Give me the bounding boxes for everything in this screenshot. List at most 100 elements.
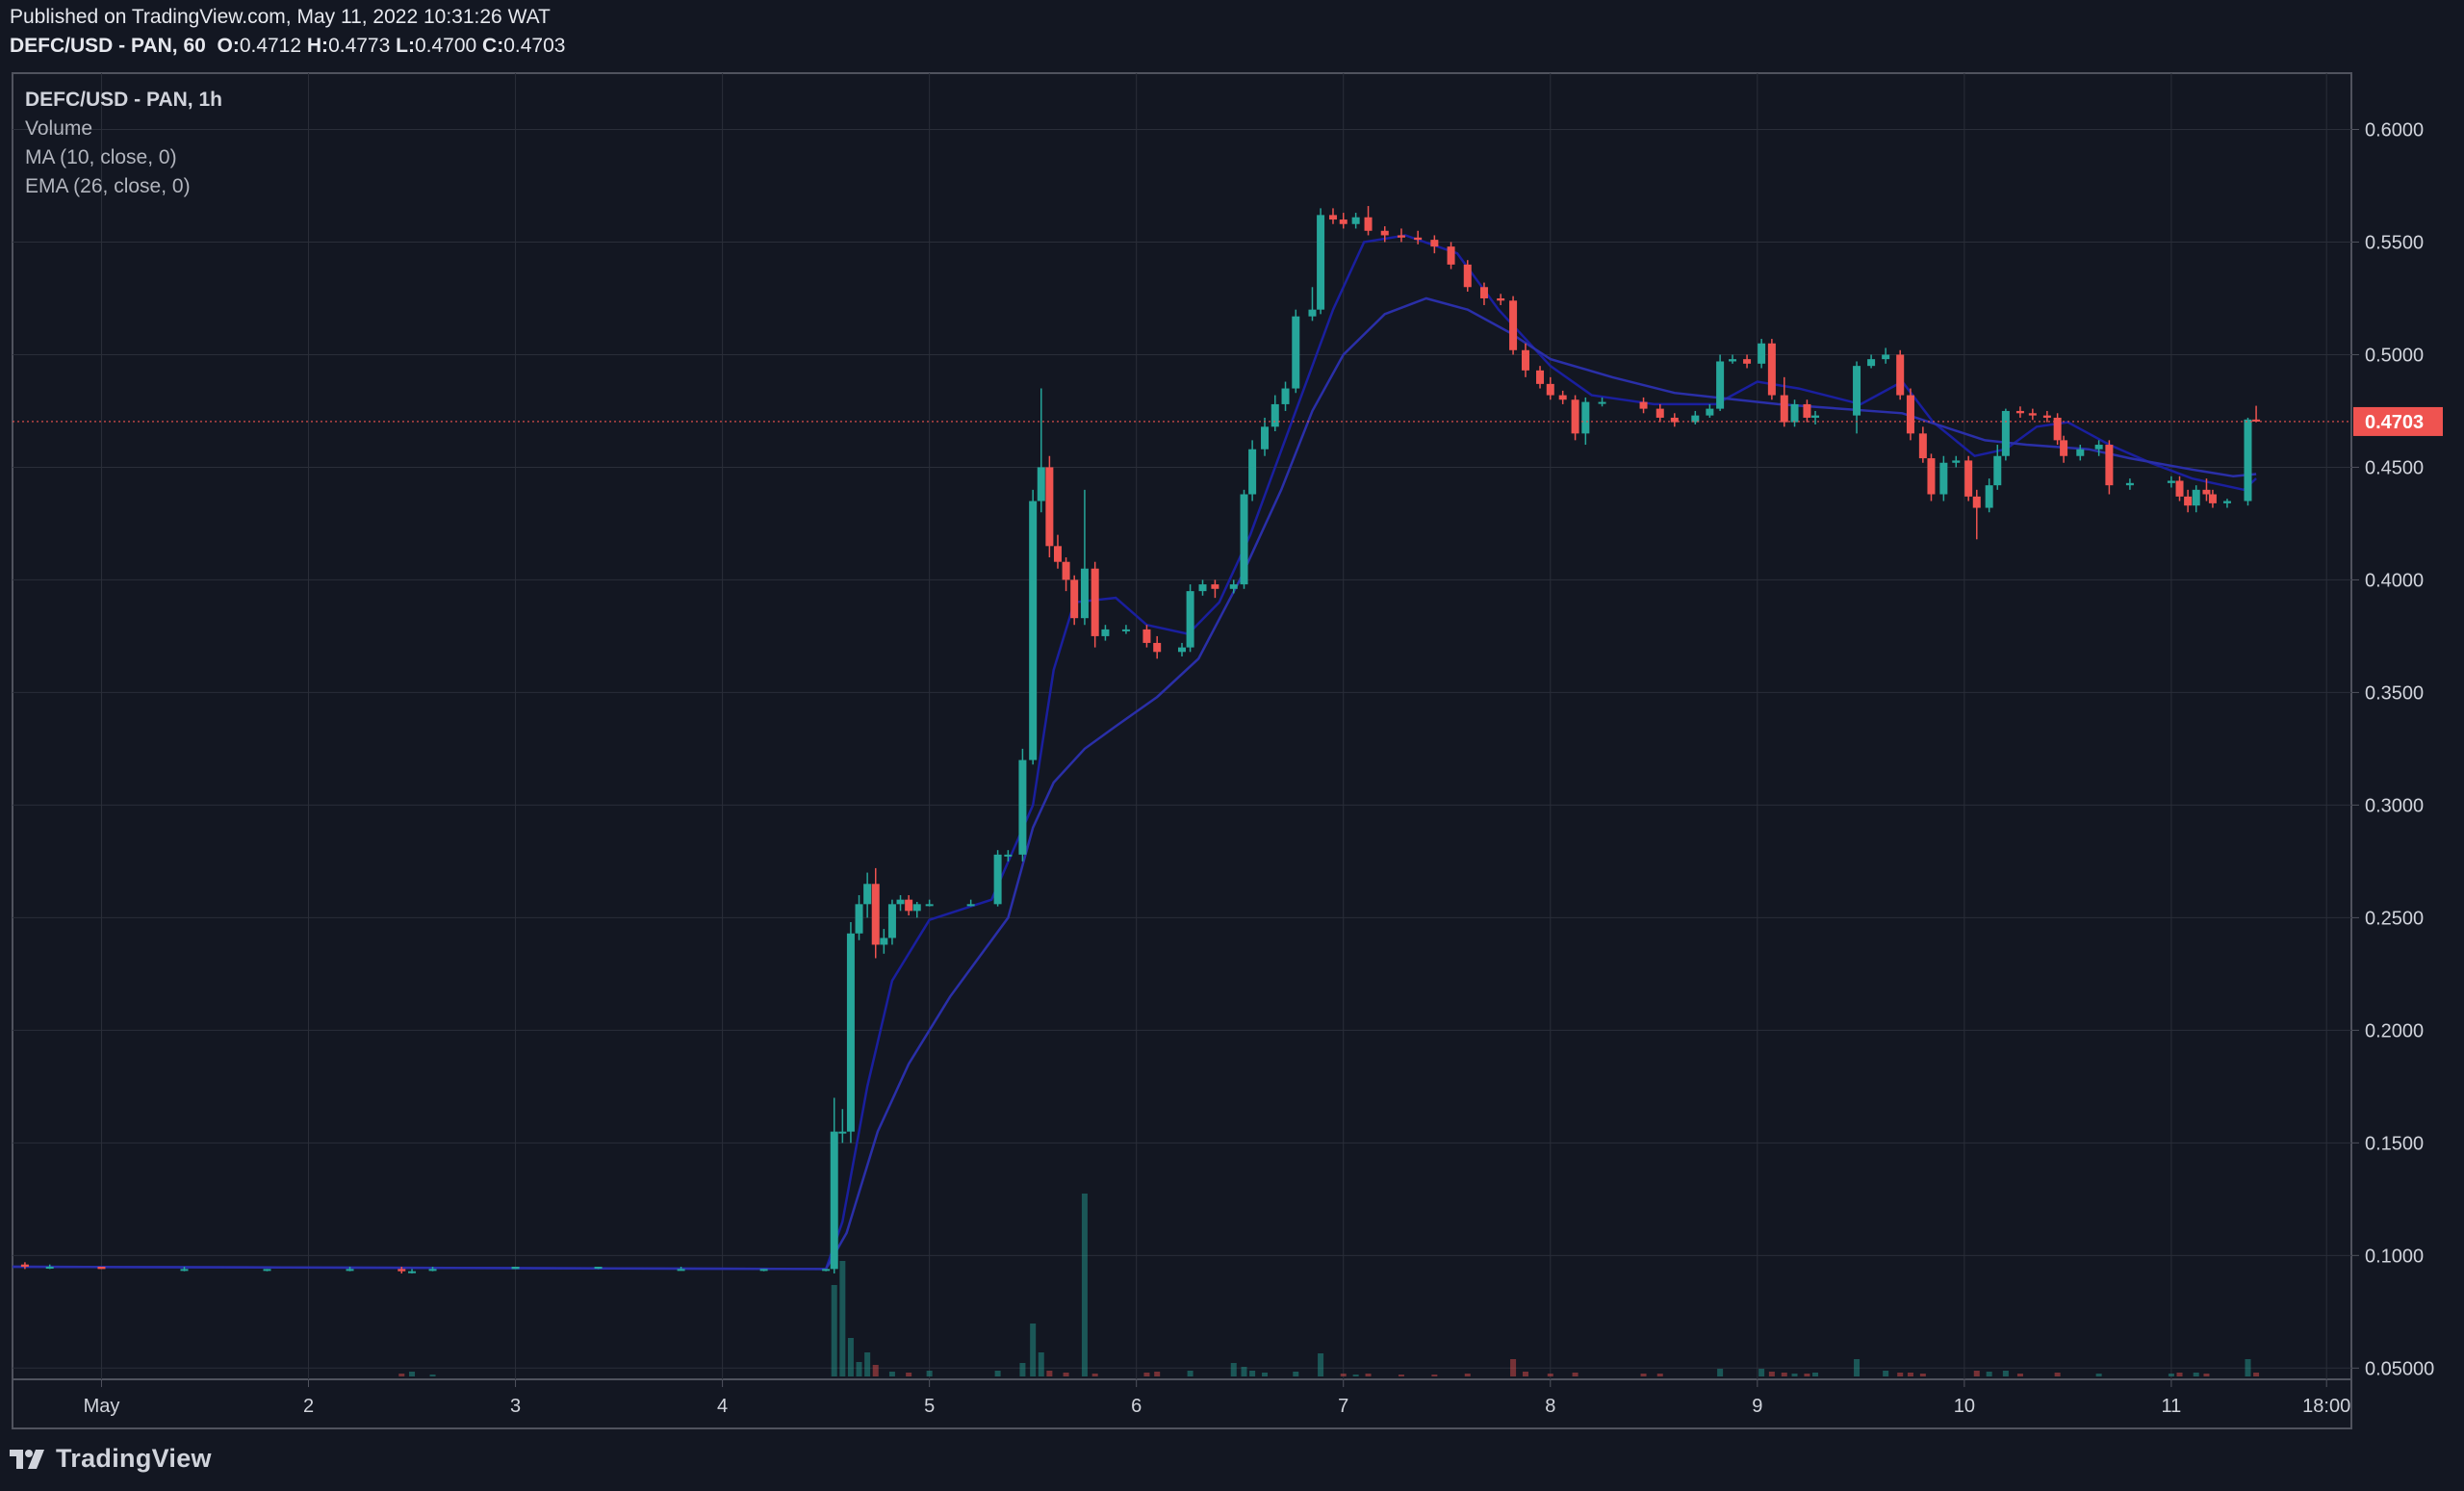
time-tick-label: 9: [1752, 1396, 1762, 1417]
time-tick-label: 11: [2162, 1396, 2182, 1417]
candle-body: [45, 1267, 54, 1270]
time-tick-label: 6: [1131, 1396, 1142, 1417]
candle-body: [2202, 489, 2211, 495]
price-tick-label: 0.4500: [2365, 457, 2424, 478]
candle-body: [1767, 343, 1776, 396]
candle-body: [1240, 494, 1248, 585]
volume-bar: [1365, 1374, 1372, 1376]
candle-body: [1521, 349, 1529, 371]
price-tick-label: 0.4000: [2365, 570, 2424, 591]
candle-body: [2192, 489, 2200, 506]
volume-bar: [2245, 1359, 2251, 1376]
volume-bar: [1919, 1374, 1926, 1376]
volume-bar: [1340, 1374, 1347, 1376]
legend-ma[interactable]: MA (10, close, 0): [25, 146, 177, 168]
price-tick-label: 0.2500: [2365, 908, 2424, 929]
candle-body: [2208, 494, 2217, 503]
candle-body: [1882, 354, 1890, 360]
candle-body: [1045, 467, 1054, 547]
candle-body: [1670, 417, 1679, 423]
candle-body: [1927, 458, 1936, 495]
tradingview-logo[interactable]: TradingView: [10, 1444, 212, 1474]
volume-bar: [1230, 1363, 1237, 1376]
candle-body: [1380, 230, 1389, 236]
candle-body: [993, 854, 1002, 905]
candle-body: [966, 904, 975, 907]
volume-bar: [1883, 1371, 1889, 1376]
legend-volume[interactable]: Volume: [25, 117, 93, 140]
high-label: H:: [306, 35, 329, 57]
time-tick-label: 4: [717, 1396, 728, 1417]
candle-body: [1414, 237, 1423, 241]
legend-title[interactable]: DEFC/USD - PAN, 1h: [25, 89, 222, 111]
candle-body: [1153, 642, 1162, 653]
candle-body: [2244, 419, 2252, 501]
candle-body: [1198, 584, 1207, 592]
volume-bar: [2168, 1374, 2174, 1376]
candle-body: [1706, 408, 1714, 416]
candle-body: [1906, 395, 1914, 434]
candle-body: [1037, 467, 1045, 501]
volume-bar: [1781, 1373, 1787, 1376]
volume-bar: [398, 1374, 405, 1376]
candle-body: [1867, 359, 1876, 367]
open-label: O:: [217, 35, 240, 57]
candle-body: [905, 899, 913, 912]
candle-body: [2222, 501, 2231, 503]
candle-body: [2175, 480, 2184, 497]
candle-body: [1497, 297, 1505, 301]
volume-bar: [872, 1365, 879, 1376]
time-axis[interactable]: May 2 3 4 5 6 7 8 9 10 11 18:00: [84, 1379, 2351, 1417]
price-axis[interactable]: 0.6000 0.5500 0.5000 0.4500 0.4000 0.3500 0.30…: [2351, 119, 2434, 1379]
candle-body: [1211, 584, 1219, 589]
candle-body: [1397, 235, 1405, 238]
last-price-label: 0.4703: [2365, 412, 2424, 433]
candle-body: [863, 884, 872, 905]
volume-bars: [398, 1194, 2260, 1376]
candle-body: [346, 1269, 354, 1272]
volume-bar: [1804, 1374, 1810, 1376]
tradingview-logo-icon: [10, 1449, 44, 1469]
candle-body: [1790, 403, 1799, 423]
published-caption: Published on TradingView.com, May 11, 20…: [10, 6, 551, 28]
volume-bar: [1656, 1374, 1663, 1376]
candle-body: [677, 1269, 685, 1272]
volume-bar: [1046, 1371, 1053, 1376]
time-tick-label: 7: [1338, 1396, 1348, 1417]
candle-body: [408, 1271, 417, 1273]
candle-body: [398, 1269, 406, 1272]
price-tick-label: 0.3000: [2365, 795, 2424, 816]
candle-body: [1780, 395, 1788, 423]
candle-body: [1853, 366, 1861, 416]
ma-path: [12, 234, 2257, 1271]
candle-body: [1261, 426, 1270, 450]
candle-body: [1091, 568, 1099, 636]
candle-body: [896, 899, 905, 905]
candle-body: [1509, 300, 1518, 350]
candle-body: [1952, 460, 1961, 463]
volume-bar: [1241, 1367, 1247, 1376]
plot-border: [12, 72, 2352, 1429]
price-tick-label: 0.5500: [2365, 232, 2424, 253]
candle-body: [2167, 480, 2175, 483]
volume-bar: [856, 1362, 862, 1376]
candle-body: [1939, 462, 1948, 495]
volume-bar: [1398, 1375, 1404, 1376]
candle-body: [1536, 370, 1545, 384]
candle-body: [925, 904, 934, 907]
volume-bar: [2253, 1373, 2260, 1376]
volume-bar: [847, 1338, 854, 1376]
legend-ema[interactable]: EMA (26, close, 0): [25, 175, 191, 197]
candle-body: [1351, 217, 1360, 224]
candle-body: [1743, 359, 1752, 364]
candle-body: [1639, 401, 1648, 409]
price-tick-label: 0.1000: [2365, 1246, 2424, 1267]
candle-body: [1270, 403, 1279, 427]
volume-bar: [1758, 1369, 1765, 1376]
volume-bar: [1522, 1372, 1528, 1376]
volume-bar: [1973, 1371, 1980, 1376]
price-tick-label: 0.2000: [2365, 1020, 2424, 1041]
volume-bar: [1640, 1374, 1647, 1376]
candle-body: [2076, 449, 2085, 456]
